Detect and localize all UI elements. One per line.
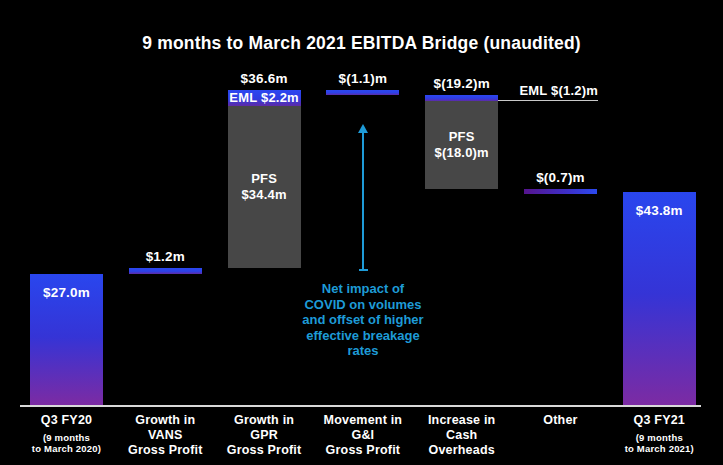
- bar-q3-fy21: [623, 192, 696, 405]
- category-subline: to March 2021): [599, 443, 719, 454]
- bar-increase-cash-overheads: PFS$(18.0)m: [425, 95, 498, 188]
- value-label-movement-gi-gross-profit: $(1.1)m: [306, 71, 419, 86]
- value-label-other: $(0.7)m: [504, 170, 617, 185]
- bar-segment-increase-cash-overheads-pfs: PFS$(18.0)m: [425, 101, 498, 188]
- bar-growth-vans-gross-profit: [129, 268, 202, 274]
- category-label-q3-fy21: Q3 FY21 (9 monthsto March 2021): [599, 413, 719, 454]
- eml-callout-leader-line: [498, 100, 598, 101]
- annotation-line: Net impact of: [248, 281, 478, 297]
- chart-title: 9 months to March 2021 EBITDA Bridge (un…: [0, 33, 723, 54]
- bar-other: [524, 189, 597, 194]
- segment-label-pfs: $34.4m: [241, 187, 286, 203]
- bar-segment-growth-gpr-gross-profit-pfs: PFS$34.4m: [228, 106, 301, 268]
- ebitda-bridge-slide: 9 months to March 2021 EBITDA Bridge (un…: [0, 0, 723, 465]
- value-label-growth-vans-gross-profit: $1.2m: [109, 249, 222, 264]
- segment-label-pfs: PFS: [251, 171, 277, 187]
- value-label-q3-fy20: $27.0m: [30, 285, 103, 300]
- x-axis-line: [20, 405, 701, 407]
- annotation-line: effective breakage: [248, 328, 478, 344]
- annotation-line: COVID on volumes: [248, 297, 478, 313]
- arrow-line: [362, 132, 364, 269]
- value-label-growth-gpr-gross-profit: $36.6m: [208, 71, 321, 86]
- category-line: Cash: [402, 428, 522, 443]
- covid-annotation: Net impact of COVID on volumes and offse…: [248, 281, 478, 359]
- category-line: Overheads: [402, 443, 522, 458]
- bar-movement-gi-gross-profit: [326, 90, 399, 95]
- category-sublabel-q3-fy21: (9 monthsto March 2021): [599, 432, 719, 454]
- segment-label-pfs: $(18.0)m: [435, 145, 489, 161]
- up-arrow-icon: [357, 124, 369, 274]
- bar-segment-growth-gpr-gross-profit-eml: EML $2.2m: [228, 90, 301, 106]
- category-line: Q3 FY21: [599, 413, 719, 428]
- category-subline: (9 months: [599, 432, 719, 443]
- bar-growth-gpr-gross-profit: EML $2.2mPFS$34.4m: [228, 90, 301, 268]
- arrow-cap: [359, 269, 368, 271]
- annotation-line: rates: [248, 343, 478, 359]
- value-label-increase-cash-overheads: $(19.2)m: [405, 76, 518, 91]
- segment-label-eml: EML $2.2m: [229, 90, 298, 106]
- segment-label-pfs: PFS: [449, 129, 475, 145]
- value-label-q3-fy21: $43.8m: [623, 203, 696, 218]
- annotation-line: and offset of higher: [248, 312, 478, 328]
